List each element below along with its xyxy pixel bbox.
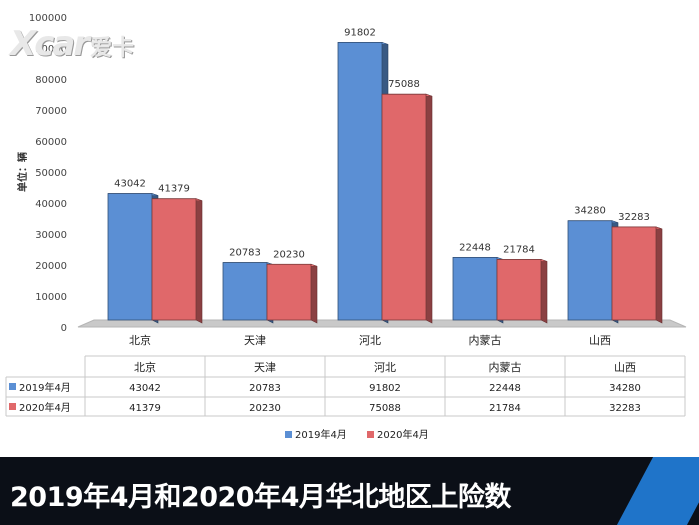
y-tick-label: 40000 <box>35 199 67 210</box>
bar <box>611 226 657 321</box>
table-header-cell: 天津 <box>254 361 276 374</box>
bar-value-label: 20783 <box>229 248 261 259</box>
bar-value-label: 91802 <box>344 27 376 38</box>
table-cell: 32283 <box>609 403 641 414</box>
bar <box>107 193 153 321</box>
bar-side <box>310 263 318 324</box>
x-tick-label: 内蒙古 <box>469 333 502 347</box>
legend-label: 2019年4月 <box>295 428 347 441</box>
bar <box>337 42 383 321</box>
bar-value-label: 21784 <box>503 244 535 255</box>
table-cell: 41379 <box>129 403 161 414</box>
legend-swatch <box>367 431 374 438</box>
y-tick-label: 80000 <box>35 75 67 86</box>
x-tick-label: 天津 <box>244 334 266 347</box>
table-legend-swatch <box>9 383 16 390</box>
table-cell: 91802 <box>369 383 401 394</box>
table-cell: 20783 <box>249 383 281 394</box>
y-tick-label: 70000 <box>35 106 67 117</box>
plot-floor <box>77 319 687 328</box>
bar-value-label: 32283 <box>618 212 650 223</box>
y-tick-label: 100000 <box>29 13 67 24</box>
table-header-cell: 山西 <box>614 361 636 374</box>
bar-value-label: 22448 <box>459 242 491 253</box>
table-cell: 22448 <box>489 383 521 394</box>
y-tick-label: 30000 <box>35 230 67 241</box>
table-cell: 75088 <box>369 403 401 414</box>
bar <box>266 263 312 321</box>
bar-chart: 0 10000 20000 30000 40000 50000 60000 70000 8000… <box>5 13 687 441</box>
xcar-logo: Xcar爱卡 <box>10 24 134 64</box>
bar-side <box>655 226 663 324</box>
banner-accent-stripe <box>616 457 699 525</box>
table-cell: 21784 <box>489 403 521 414</box>
y-tick-label: 60000 <box>35 137 67 148</box>
bar-value-label: 34280 <box>574 206 606 217</box>
caption-banner: 2019年4月和2020年4月华北地区上险数 <box>0 457 699 525</box>
bar-value-label: 75088 <box>388 79 420 90</box>
table-header-cell: 河北 <box>374 361 396 374</box>
legend-label: 2020年4月 <box>377 428 429 441</box>
table-row-label: 2019年4月 <box>19 381 71 394</box>
table-legend-swatch <box>9 403 16 410</box>
table-row-label: 2020年4月 <box>19 401 71 414</box>
banner-title: 2019年4月和2020年4月华北地区上险数 <box>10 482 511 513</box>
bar-side <box>425 93 433 324</box>
logo-mark: Xcar <box>10 24 90 64</box>
bar-side <box>540 259 548 324</box>
table-cell: 20230 <box>249 403 281 414</box>
bar-value-label: 43042 <box>114 179 146 190</box>
y-tick-label: 20000 <box>35 261 67 272</box>
y-tick-label: 90000 <box>35 44 67 55</box>
y-tick-label: 0 <box>61 323 67 334</box>
x-tick-label: 北京 <box>129 333 151 347</box>
table-cell: 34280 <box>609 383 641 394</box>
x-tick-label: 河北 <box>359 334 381 347</box>
x-tick-label: 山西 <box>589 334 611 347</box>
bar-side <box>195 198 203 324</box>
bar <box>452 257 498 321</box>
y-tick-label: 50000 <box>35 168 67 179</box>
bar-value-label: 20230 <box>273 249 305 260</box>
bar <box>151 198 197 321</box>
bar <box>496 259 542 321</box>
bar-value-label: 41379 <box>158 184 190 195</box>
table-header-cell: 内蒙古 <box>489 360 522 374</box>
bar <box>381 93 427 321</box>
legend-swatch <box>285 431 292 438</box>
logo-text: 爱卡 <box>90 36 135 61</box>
table-header-cell: 北京 <box>134 360 156 374</box>
y-tick-label: 10000 <box>35 292 67 303</box>
bar <box>222 262 268 321</box>
table-cell: 43042 <box>129 383 161 394</box>
y-axis-label: 单位：辆 <box>16 152 29 192</box>
bar <box>567 220 613 321</box>
